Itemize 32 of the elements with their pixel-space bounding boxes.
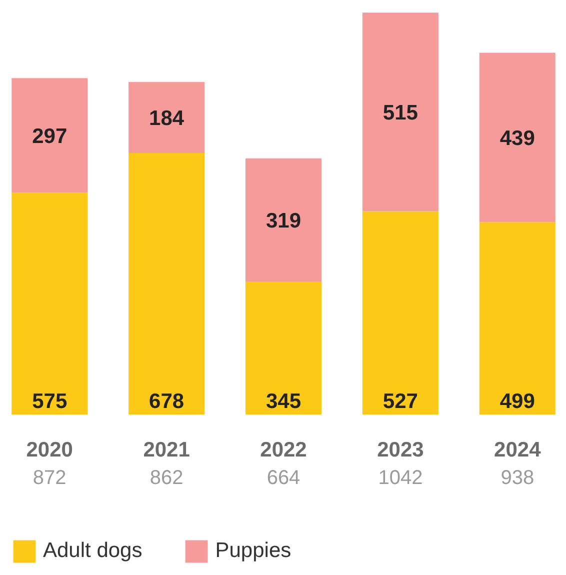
total-label: 664	[266, 466, 300, 489]
total-label: 862	[150, 466, 184, 489]
data-label: 575	[32, 390, 68, 414]
data-label: 319	[266, 209, 302, 232]
total-label: 872	[32, 466, 66, 489]
data-label: 499	[500, 390, 535, 414]
data-label: 184	[149, 107, 184, 130]
legend-label: Puppies	[215, 539, 292, 563]
bar	[362, 211, 438, 415]
bar	[245, 158, 322, 282]
data-label: 527	[382, 390, 418, 414]
x-tick-label: 2021	[143, 438, 190, 462]
bar	[479, 52, 556, 222]
bar	[12, 78, 88, 193]
bar	[362, 12, 438, 212]
data-label: 678	[149, 390, 184, 414]
bar	[128, 82, 205, 154]
legend-label: Adult dogs	[43, 539, 142, 563]
x-tick-label: 2023	[377, 438, 424, 462]
total-label: 938	[500, 466, 534, 489]
data-label: 297	[32, 124, 68, 148]
bar	[479, 222, 556, 415]
data-label: 439	[500, 126, 535, 150]
x-tick-label: 2022	[260, 438, 307, 462]
total-label: 1042	[378, 466, 423, 489]
bar	[12, 192, 88, 415]
data-label: 345	[266, 390, 302, 414]
x-tick-label: 2020	[26, 438, 73, 462]
bar	[128, 153, 205, 415]
x-tick-label: 2024	[494, 438, 542, 462]
bar	[245, 282, 322, 415]
data-label: 515	[382, 101, 418, 124]
